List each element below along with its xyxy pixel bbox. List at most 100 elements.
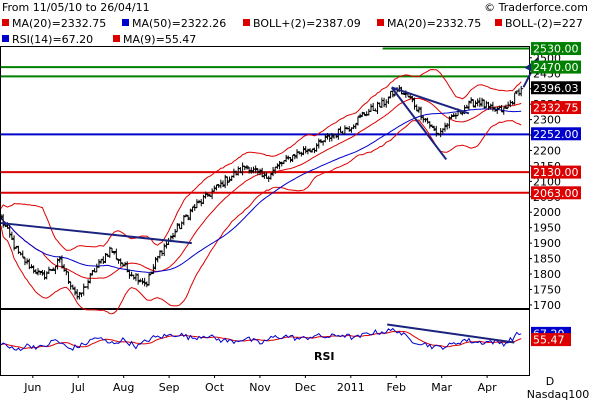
ohlc-bar [318, 139, 323, 144]
ohlc-bar [299, 151, 304, 157]
ohlc-bar [517, 88, 522, 97]
ohlc-bar [142, 277, 147, 287]
ohlc-bar [284, 154, 289, 163]
ohlc-bar [266, 175, 271, 182]
x-tick-label: Nov [249, 381, 271, 394]
price-label-2: 2396.03 [531, 81, 581, 95]
ohlc-bar [244, 165, 249, 170]
legend-swatch-2 [243, 19, 250, 26]
rsi-trendline [387, 323, 515, 344]
ohlc-bar [473, 100, 478, 108]
price-label-text: 2530.00 [533, 43, 579, 56]
ohlc-bar [212, 185, 217, 192]
ohlc-bar [438, 128, 443, 138]
ohlc-bar [86, 279, 91, 290]
price-label-box [531, 81, 581, 95]
ohlc-bar [51, 267, 56, 271]
ohlc-bar [375, 101, 380, 114]
price-label-text: 2130.00 [533, 166, 579, 179]
ohlc-bar [469, 97, 474, 104]
rsi-label-box [531, 333, 571, 347]
trendline-0 [0, 222, 192, 245]
ohlc-bar [451, 113, 456, 118]
ohlc-bar [3, 224, 8, 228]
price-label-box [531, 127, 581, 141]
ohlc-bar [510, 100, 515, 105]
ohlc-bar [305, 148, 310, 155]
rsi-panel-frame [0, 309, 530, 376]
ohlc-bar [471, 98, 476, 108]
ohlc-bar [22, 257, 27, 266]
price-label-box [531, 42, 581, 56]
ohlc-bar [38, 271, 43, 275]
ohlc-bar [112, 250, 117, 255]
ohlc-bar [90, 270, 95, 276]
ohlc-bar [118, 258, 123, 267]
ohlc-bar [406, 93, 411, 97]
ohlc-bar [466, 100, 471, 110]
price-label-text: 2332.75 [533, 102, 579, 115]
ohlc-bar [20, 250, 25, 258]
ohlc-bar [175, 223, 180, 232]
rsi-label-1: 55.47 [531, 333, 571, 347]
ohlc-bar [0, 214, 3, 221]
series-line-rsi-ma9 [0, 330, 522, 349]
ohlc-bar [49, 269, 54, 271]
trendline-1 [391, 86, 470, 115]
ohlc-bar [353, 123, 358, 130]
ohlc-bar [173, 228, 178, 238]
ohlc-bar [25, 258, 30, 265]
x-tick-label: Jun [23, 381, 41, 394]
ohlc-bar [1, 214, 6, 228]
ohlc-bar [377, 102, 382, 108]
ohlc-bar [236, 166, 241, 176]
ohlc-bar [495, 106, 500, 114]
series-line-ma50 [0, 108, 522, 273]
chart-header: From 11/05/10 to 26/04/11 © Traderforce.… [2, 1, 588, 14]
ohlc-bar [127, 269, 132, 279]
ohlc-bar [9, 231, 14, 240]
ohlc-bar [14, 245, 19, 249]
ohlc-bar [482, 99, 487, 109]
y-tick-label: 1950 [533, 222, 561, 235]
ohlc-bar [382, 97, 387, 108]
ohlc-bar [429, 124, 434, 128]
ohlc-bar [181, 215, 186, 226]
ohlc-bar [477, 97, 482, 108]
legend-item-6: MA(9)=55.47 [123, 33, 196, 46]
ohlc-bar [153, 256, 158, 270]
ohlc-bar [464, 104, 469, 109]
ohlc-bar [177, 223, 182, 229]
ohlc-bar [59, 255, 64, 269]
series-line-ma20 [0, 97, 522, 279]
legend-item-3: MA(20)=2332.75 [387, 17, 481, 30]
ohlc-bar [40, 269, 45, 276]
x-tick-label: Mar [431, 381, 452, 394]
ohlc-bar [475, 98, 480, 107]
ohlc-bar [255, 168, 260, 175]
ohlc-bar [149, 271, 154, 275]
ohlc-bar [253, 165, 258, 174]
series-line-boll-upper [0, 68, 522, 251]
ohlc-bar [157, 250, 162, 259]
x-tick-label: Feb [387, 381, 406, 394]
ohlc-bar [103, 253, 108, 264]
ohlc-bar [66, 271, 71, 284]
price-panel-frame [0, 46, 530, 309]
ohlc-bar [288, 157, 293, 163]
legend-swatch-3 [377, 19, 384, 26]
rsi-title: RSI [314, 350, 335, 363]
ohlc-bar [423, 118, 428, 123]
price-label-text: 2396.03 [533, 82, 579, 95]
ohlc-bar [147, 273, 152, 286]
x-tick-label: 2011 [337, 381, 365, 394]
ohlc-bar [125, 261, 130, 273]
ohlc-bar [443, 122, 448, 132]
ohlc-bar [247, 166, 252, 174]
legend-item-5: RSI(14)=67.20 [12, 33, 93, 46]
y-tick-label: 2200 [533, 144, 561, 157]
ohlc-bar [325, 133, 330, 140]
ohlc-bar [414, 104, 419, 112]
ohlc-bar [94, 263, 99, 273]
ohlc-bar [321, 140, 326, 146]
